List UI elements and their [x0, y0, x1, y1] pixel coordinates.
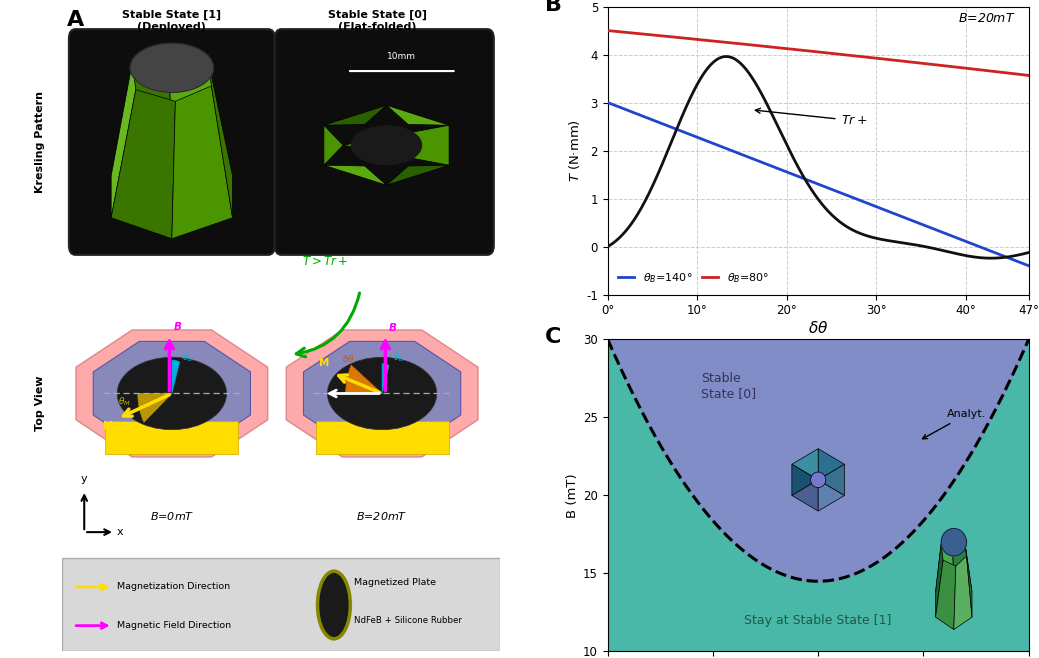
Text: $T>Tr+$: $T>Tr+$ [302, 255, 348, 268]
Polygon shape [818, 480, 845, 511]
Polygon shape [324, 105, 387, 125]
Polygon shape [935, 544, 943, 617]
Text: 10mm: 10mm [388, 53, 417, 61]
Polygon shape [792, 449, 818, 480]
Polygon shape [792, 465, 818, 495]
Polygon shape [818, 465, 845, 495]
Polygon shape [111, 47, 171, 176]
Text: $B$=20mT: $B$=20mT [958, 13, 1016, 26]
Polygon shape [287, 330, 478, 457]
Polygon shape [792, 480, 818, 511]
Text: Stable State [1]
(Deployed): Stable State [1] (Deployed) [123, 10, 221, 32]
Polygon shape [208, 59, 233, 218]
Text: $B$=0mT: $B$=0mT [150, 509, 194, 522]
Text: B: B [544, 0, 562, 15]
Text: Stay at Stable State [1]: Stay at Stable State [1] [745, 614, 891, 626]
Polygon shape [818, 449, 845, 480]
X-axis label: $\delta\theta$: $\delta\theta$ [808, 320, 828, 336]
Text: Analyt.: Analyt. [923, 409, 986, 439]
Polygon shape [964, 540, 973, 617]
Ellipse shape [810, 472, 826, 488]
Legend: $\theta_B$=140°, $\theta_B$=80°: $\theta_B$=140°, $\theta_B$=80° [613, 266, 774, 289]
Text: $\theta_B$: $\theta_B$ [393, 351, 404, 364]
Wedge shape [171, 360, 180, 393]
FancyBboxPatch shape [105, 421, 238, 453]
Text: M: M [319, 358, 329, 368]
Polygon shape [324, 165, 387, 185]
FancyBboxPatch shape [62, 558, 501, 651]
Wedge shape [138, 393, 171, 422]
Wedge shape [346, 365, 382, 393]
Polygon shape [111, 63, 136, 218]
Text: Magnetized Plate: Magnetized Plate [353, 578, 435, 587]
Polygon shape [387, 105, 449, 125]
Polygon shape [94, 342, 250, 445]
Polygon shape [952, 534, 973, 592]
Polygon shape [168, 47, 233, 176]
Wedge shape [382, 364, 389, 393]
Text: M: M [103, 421, 113, 432]
Text: C: C [544, 327, 561, 347]
Text: Magnetization Direction: Magnetization Direction [117, 582, 231, 592]
Text: Stable
State [0]: Stable State [0] [701, 372, 756, 400]
Polygon shape [111, 89, 176, 239]
Text: A: A [66, 10, 84, 30]
Polygon shape [941, 528, 966, 556]
Text: $\theta_B$: $\theta_B$ [183, 351, 194, 364]
Polygon shape [935, 534, 954, 592]
Text: Stable State [0]
(Flat-folded): Stable State [0] (Flat-folded) [328, 10, 427, 32]
FancyBboxPatch shape [316, 421, 449, 453]
Polygon shape [343, 125, 449, 165]
Text: Top View: Top View [35, 376, 46, 431]
Text: y: y [81, 474, 87, 484]
Polygon shape [954, 556, 973, 630]
Polygon shape [76, 330, 268, 457]
Polygon shape [387, 165, 449, 185]
Text: $\theta_M$: $\theta_M$ [118, 395, 131, 408]
Y-axis label: $T$ (N·mm): $T$ (N·mm) [567, 119, 582, 182]
Text: B: B [389, 323, 397, 334]
Text: $Tr+$: $Tr+$ [755, 109, 867, 127]
FancyBboxPatch shape [69, 29, 274, 255]
Polygon shape [171, 86, 233, 239]
Text: NdFeB + Silicone Rubber: NdFeB + Silicone Rubber [353, 616, 461, 625]
Y-axis label: B (mT): B (mT) [566, 473, 579, 518]
Text: $\delta\theta$: $\delta\theta$ [342, 353, 354, 364]
Text: Magnetic Field Direction: Magnetic Field Direction [117, 621, 232, 630]
Text: $B$=20mT: $B$=20mT [356, 509, 408, 522]
Polygon shape [130, 43, 213, 92]
Polygon shape [324, 125, 343, 165]
Ellipse shape [327, 357, 436, 430]
FancyBboxPatch shape [274, 29, 494, 255]
Ellipse shape [117, 357, 227, 430]
Text: B: B [174, 322, 182, 332]
Polygon shape [351, 126, 422, 164]
Polygon shape [935, 560, 956, 630]
Ellipse shape [318, 571, 350, 639]
Polygon shape [303, 342, 460, 445]
Text: Kresling Pattern: Kresling Pattern [35, 91, 46, 193]
Text: x: x [117, 527, 124, 537]
